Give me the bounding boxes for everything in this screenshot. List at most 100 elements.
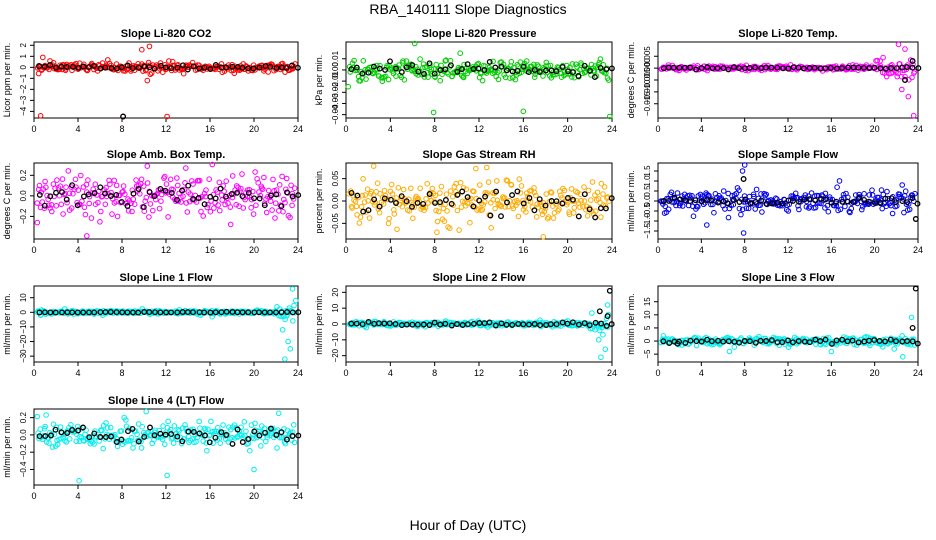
data-point <box>736 205 743 212</box>
data-point <box>594 189 601 196</box>
data-point <box>473 165 479 172</box>
y-tick-label: −0.005 <box>643 67 652 92</box>
data-point <box>543 191 550 197</box>
y-tick-label: −4 <box>19 106 28 116</box>
x-tick-label: 0 <box>655 124 660 134</box>
data-point <box>662 203 669 210</box>
hourly-point <box>267 425 274 432</box>
data-point <box>751 193 757 200</box>
data-point <box>589 179 596 185</box>
hourly-point <box>251 428 258 435</box>
data-point <box>291 302 297 309</box>
series-hourly-points <box>348 188 615 221</box>
hourly-point <box>447 62 454 69</box>
hourly-point <box>69 309 76 316</box>
data-point <box>394 226 400 233</box>
x-tick-label: 0 <box>343 124 348 134</box>
data-point <box>726 348 733 355</box>
hourly-point <box>360 208 367 215</box>
hourly-point <box>553 321 560 328</box>
data-point <box>215 202 221 208</box>
hourly-point <box>442 320 449 327</box>
hourly-point <box>893 65 900 72</box>
data-point <box>255 179 262 186</box>
data-point <box>791 195 798 201</box>
hourly-point <box>698 198 705 205</box>
hourly-point <box>245 65 251 72</box>
data-point <box>836 178 843 184</box>
x-tick-label: 4 <box>75 124 80 134</box>
hourly-point <box>592 214 599 221</box>
hourly-point <box>909 58 916 64</box>
data-point <box>164 472 170 479</box>
hourly-point <box>102 190 108 197</box>
y-tick-label: −10 <box>331 333 340 347</box>
data-point <box>280 208 286 215</box>
y-tick-label: 0.2 <box>19 169 28 181</box>
y-tick-label: 1 <box>19 54 28 59</box>
hourly-point <box>245 309 252 316</box>
hourly-point <box>376 65 383 72</box>
hourly-point <box>284 189 290 196</box>
data-point <box>60 434 67 441</box>
hourly-point <box>420 200 427 207</box>
y-axis-label: Licor ppm per min. <box>2 43 12 118</box>
y-axis-label: degrees C per min. <box>2 163 12 240</box>
data-point <box>49 444 56 450</box>
data-point <box>281 313 287 320</box>
hourly-point <box>909 195 916 202</box>
data-point <box>884 188 890 195</box>
hourly-point <box>437 199 443 206</box>
data-point <box>37 312 44 319</box>
data-point <box>484 164 490 171</box>
data-point <box>42 178 48 185</box>
data-point <box>380 201 387 207</box>
hourly-point <box>498 63 505 70</box>
series-hourly-points <box>36 424 302 447</box>
data-point <box>539 208 545 214</box>
data-point <box>138 445 145 451</box>
y-tick-label: −0.05 <box>331 213 340 234</box>
data-point <box>349 60 356 67</box>
hourly-point <box>839 336 846 343</box>
hourly-point <box>190 309 196 316</box>
data-point <box>60 211 66 217</box>
hourly-point <box>598 320 605 327</box>
data-point <box>106 177 112 184</box>
hourly-point <box>904 64 910 71</box>
series-points <box>658 314 918 360</box>
data-point <box>131 440 137 447</box>
hourly-point <box>542 202 549 209</box>
data-point <box>895 70 901 77</box>
data-point <box>66 436 73 442</box>
data-point <box>437 77 444 84</box>
data-point <box>37 113 44 119</box>
data-point <box>409 68 415 74</box>
data-point <box>241 419 248 425</box>
data-point <box>531 74 538 80</box>
data-point <box>600 191 606 197</box>
data-point <box>531 61 537 68</box>
hourly-point <box>359 70 366 77</box>
data-point <box>82 211 89 218</box>
data-point <box>166 58 172 64</box>
hourly-point <box>261 202 268 209</box>
hourly-point <box>464 61 471 68</box>
hourly-point <box>97 434 104 440</box>
data-point <box>833 202 840 209</box>
x-tick-label: 4 <box>388 368 393 378</box>
data-point <box>389 191 396 197</box>
data-point <box>221 188 227 195</box>
y-tick-label: 0.00 <box>331 193 340 209</box>
panel-title: Slope Line 2 Flow <box>433 272 526 284</box>
data-point <box>420 204 427 210</box>
hourly-point <box>130 190 137 197</box>
hourly-point <box>811 64 818 71</box>
hourly-point <box>865 198 872 205</box>
hourly-point <box>559 200 566 207</box>
hourly-point <box>414 199 421 206</box>
data-point <box>523 209 529 215</box>
data-point <box>139 423 145 430</box>
x-tick-label: 24 <box>293 491 303 501</box>
data-point <box>44 192 50 199</box>
